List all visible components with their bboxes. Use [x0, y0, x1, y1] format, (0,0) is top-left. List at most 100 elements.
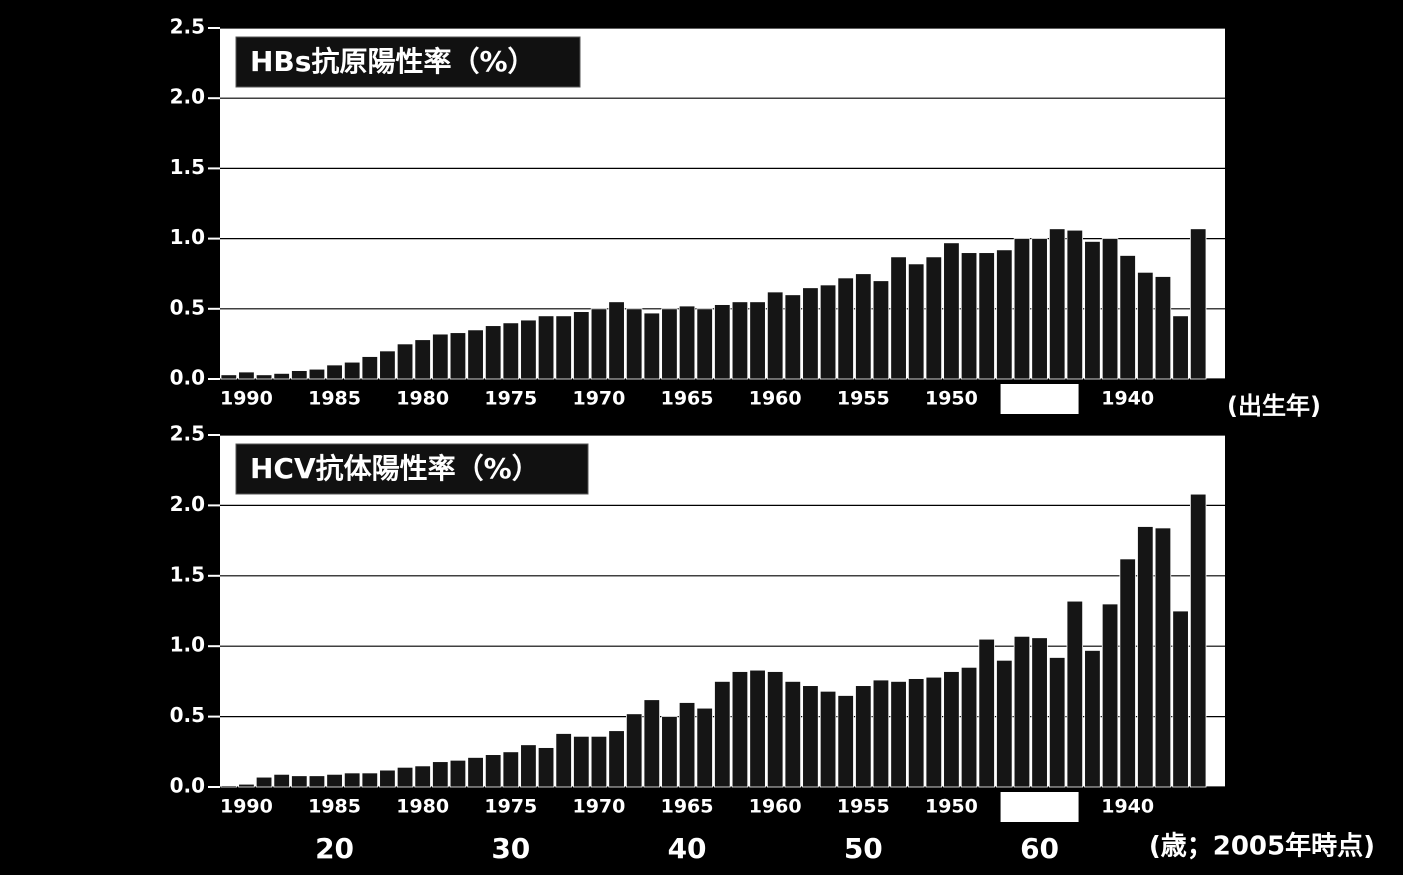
bar [590, 308, 608, 380]
bar [308, 368, 326, 380]
bar [308, 775, 326, 788]
bar [1084, 241, 1101, 380]
chart-title: HCV抗体陽性率（%） [250, 452, 540, 485]
bar [978, 638, 995, 788]
bar [1048, 228, 1066, 380]
y-tick-label: 2.5 [170, 15, 205, 39]
x-tick-label: 1985 [308, 796, 361, 818]
y-tick-label: 0.0 [170, 366, 205, 390]
x-tick-label: 1965 [661, 796, 714, 818]
age-axis-label: (歳；2005年時点) [1149, 831, 1375, 862]
x-tick-label: 1955 [837, 796, 890, 818]
bar [449, 332, 467, 380]
x-tick-label: 1945 [1006, 792, 1073, 820]
bar [907, 263, 925, 380]
bar [432, 761, 449, 788]
x-tick-label: 1950 [925, 388, 978, 410]
bar [449, 759, 467, 788]
bar [484, 325, 502, 380]
bar [855, 685, 872, 788]
bar [432, 333, 449, 380]
bar [1189, 493, 1207, 788]
bar [414, 765, 431, 788]
highlight-box [1000, 384, 1079, 414]
bar [837, 277, 854, 380]
y-tick-label: 2.0 [170, 85, 205, 109]
bar [661, 308, 678, 380]
bar [678, 305, 696, 380]
bar [714, 304, 731, 380]
bar [220, 785, 238, 788]
bar [573, 311, 590, 380]
bar [220, 374, 238, 380]
title-box [235, 36, 581, 88]
bar [361, 772, 379, 788]
bar [678, 702, 696, 788]
bar [467, 329, 484, 380]
bar [1189, 228, 1207, 380]
chart-title: HBs抗原陽性率（%） [250, 45, 536, 78]
bar [766, 671, 784, 788]
x-tick-label: 1990 [220, 388, 273, 410]
y-tick-label: 1.0 [170, 225, 205, 249]
bar [1154, 276, 1172, 380]
x-tick-label: 1975 [484, 388, 537, 410]
x-tick-label: 1945 [1006, 384, 1073, 412]
bar [907, 678, 925, 788]
bar [502, 751, 520, 788]
bar [255, 776, 273, 788]
x-tick-label: 1970 [572, 388, 625, 410]
bar [273, 773, 290, 788]
bar [925, 676, 943, 788]
x-tick-label: 1960 [749, 388, 802, 410]
bar [379, 350, 396, 380]
y-tick-label: 0.0 [170, 774, 205, 798]
bar [696, 308, 713, 380]
bar [1172, 610, 1189, 788]
bar [1013, 238, 1031, 380]
bar [766, 291, 784, 380]
bar [978, 252, 995, 380]
y-tick-label: 2.5 [170, 422, 205, 446]
bar [537, 747, 555, 788]
y-tick-label: 0.5 [170, 295, 205, 319]
bar [238, 783, 255, 788]
bar [502, 322, 520, 380]
bar [326, 773, 343, 788]
bar [379, 769, 396, 788]
age-tick-label: 50 [844, 832, 883, 865]
bar [625, 308, 643, 380]
bar [1048, 657, 1066, 788]
bar [467, 757, 484, 788]
bar [396, 766, 414, 788]
bar [731, 301, 749, 380]
bar [1154, 527, 1172, 788]
bar [484, 754, 502, 788]
x-tick-label: 1980 [396, 796, 449, 818]
bar [1066, 600, 1084, 788]
bar [1137, 271, 1154, 380]
bar [696, 707, 713, 788]
bar [255, 374, 273, 380]
bar [960, 252, 978, 380]
age-tick-label: 30 [491, 832, 530, 865]
y-tick-label: 0.5 [170, 703, 205, 727]
bar [731, 671, 749, 788]
x-tick-label: 1990 [220, 796, 273, 818]
bar [943, 242, 960, 380]
bar [414, 339, 431, 380]
bar [1172, 315, 1189, 380]
bar [1101, 603, 1119, 788]
bar [1084, 650, 1101, 788]
bar [555, 315, 572, 380]
bar [326, 364, 343, 380]
bar [802, 287, 819, 380]
bar [555, 733, 572, 788]
bar [343, 772, 361, 788]
bar [625, 713, 643, 788]
x-tick-label: 1955 [837, 388, 890, 410]
y-tick-label: 1.5 [170, 155, 205, 179]
bar [855, 273, 872, 380]
bar [1066, 229, 1084, 380]
